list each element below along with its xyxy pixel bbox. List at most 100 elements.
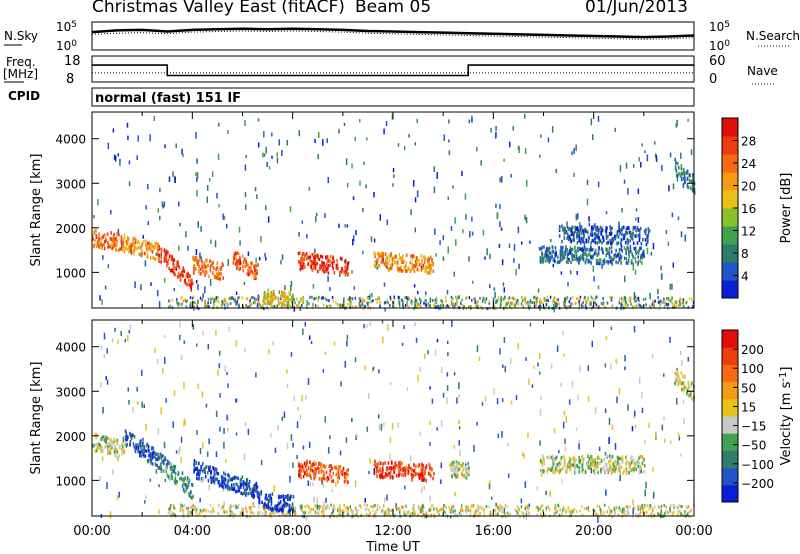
power-speckle [163,277,166,283]
velocity-speckle [429,386,431,390]
velocity-ground-cell [433,513,435,517]
power-speckle [621,207,623,213]
velocity-feature-cell [430,466,433,471]
velocity-feature-cell [156,463,158,468]
velocity-feature-cell [547,467,549,471]
power-feature-cell [290,297,293,301]
velocity-speckle [489,480,491,485]
velocity-ground-cell [376,504,379,508]
velocity-feature-cell [418,472,420,477]
velocity-ground-cell [173,506,175,510]
power-speckle [573,172,575,178]
power-speckle [450,226,453,231]
power-ground-cell [500,297,502,301]
velocity-ground-cell [555,505,557,509]
power-ground-cell [641,305,644,309]
power-feature-cell [246,271,249,276]
power-feature-cell [256,268,258,273]
velocity-ground-cell [182,512,185,516]
velocity-feature-cell [467,466,470,470]
power-feature-cell [564,252,567,256]
velocity-feature-cell [313,476,315,481]
power-speckle [134,281,136,289]
velocity-feature-cell [337,480,339,484]
power-feature-cell [427,263,430,267]
power-ground-cell [499,305,502,309]
power-feature-cell [678,171,681,176]
power-feature-cell [325,262,328,267]
power-ground-cell [402,304,405,308]
power-speckle [127,135,129,140]
power-feature-cell [543,245,545,249]
velocity-speckle [562,421,565,429]
velocity-ground-cell [660,509,662,513]
velocity-feature-cell [251,491,254,495]
power-ground-cell [679,297,681,301]
power-feature-cell [609,227,612,231]
velocity-speckle [340,381,342,387]
power-ground-cell [216,305,218,309]
power-ground-cell [311,295,313,299]
velocity-feature-cell [402,468,404,473]
velocity-ground-cell [339,504,341,508]
velocity-feature-cell [674,371,677,376]
power-speckle [117,153,120,157]
velocity-ground-cell [241,507,243,511]
power-speckle [371,292,373,298]
velocity-ground-cell [650,505,653,509]
velocity-ground-cell [617,513,620,517]
power-feature-cell [560,245,562,250]
power-feature-cell [645,242,648,247]
power-feature-cell [192,255,195,260]
power-feature-cell [245,263,247,268]
velocity-feature-cell [97,442,100,447]
velocity-speckle [611,424,614,430]
power-speckle [501,259,504,266]
power-feature-cell [211,271,214,275]
velocity-speckle [501,431,503,438]
power-ground-cell [194,301,196,305]
power-speckle [677,216,680,221]
velocity-feature-cell [589,464,591,468]
velocity-feature-cell [401,473,403,477]
velocity-feature-cell [579,461,582,465]
power-ground-cell [268,302,271,306]
power-feature-cell [582,229,585,234]
power-ground-cell [249,299,251,303]
velocity-ground-cell [678,504,680,508]
velocity-feature-cell [169,462,172,466]
velocity-speckle [562,331,564,336]
velocity-feature-cell [578,466,581,470]
velocity-ground-cell [573,508,576,512]
velocity-feature-cell [266,497,268,501]
power-ground-cell [678,299,681,303]
power-speckle [315,212,318,217]
power-ground-cell [406,301,408,305]
velocity-ground-cell [496,505,498,509]
power-ground-cell [306,302,308,306]
power-ground-cell [471,298,473,302]
velocity-feature-cell [422,478,425,482]
power-feature-cell [122,241,124,245]
power-feature-cell [391,258,394,262]
velocity-ground-cell [579,509,581,513]
power-feature-cell [280,302,283,306]
power-ground-cell [619,305,622,309]
noise-left-label: N.Sky [4,29,38,43]
power-ground-cell [242,305,244,309]
velocity-speckle [409,455,412,462]
velocity-feature-cell [559,469,561,473]
power-feature-cell [218,266,221,271]
velocity-feature-cell [268,499,271,503]
velocity-ground-cell [459,508,462,512]
velocity-ground-cell [629,505,631,509]
power-feature-cell [629,239,632,243]
power-ground-cell [398,301,400,305]
velocity-ground-cell [428,508,430,512]
velocity-ground-cell [357,515,359,519]
velocity-ground-cell [433,507,435,511]
power-feature-cell [192,271,195,275]
power-feature-cell [99,240,102,244]
velocity-ground-cell [407,510,410,514]
velocity-speckle [618,388,621,395]
